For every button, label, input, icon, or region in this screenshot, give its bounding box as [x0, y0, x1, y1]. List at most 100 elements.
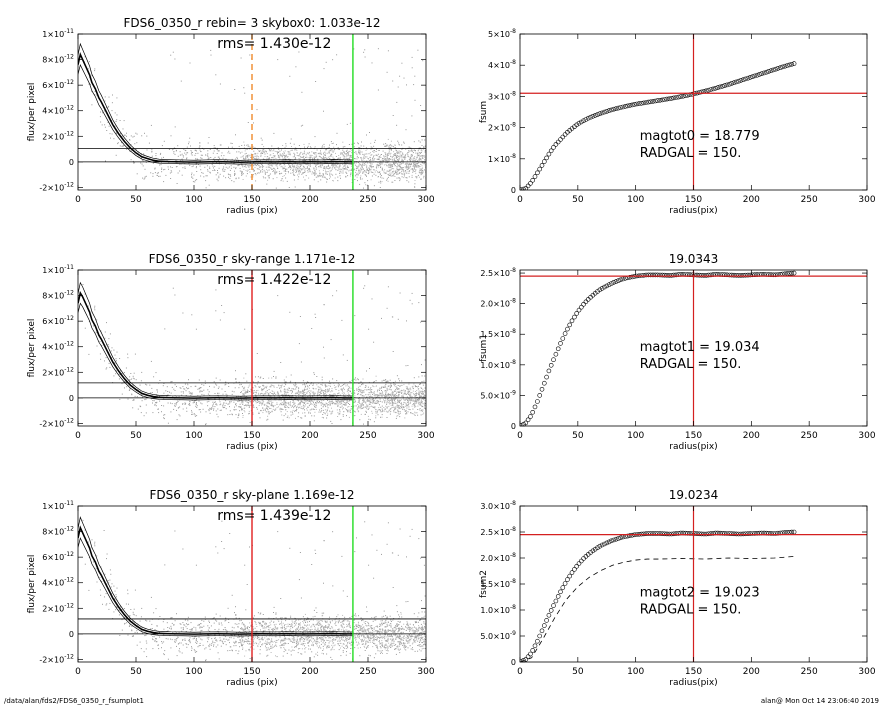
scatter-point	[354, 405, 356, 407]
scatter-point	[388, 402, 390, 404]
scatter-point	[244, 150, 246, 152]
scatter-point	[284, 399, 286, 401]
scatter-point	[347, 406, 349, 408]
scatter-point	[337, 148, 339, 150]
scatter-point	[413, 160, 415, 162]
scatter-point	[335, 162, 337, 164]
scatter-point	[262, 401, 264, 403]
scatter-point	[381, 405, 383, 407]
scatter-point	[300, 164, 302, 166]
scatter-point	[403, 141, 405, 143]
scatter-point	[191, 399, 193, 401]
scatter-point	[156, 172, 158, 174]
scatter-point	[413, 404, 415, 406]
scatter-point	[291, 164, 293, 166]
scatter-point	[314, 403, 316, 405]
scatter-point	[320, 179, 322, 181]
scatter-point	[417, 400, 419, 402]
scatter-point	[332, 157, 334, 159]
scatter-point	[391, 159, 393, 161]
scatter-point	[322, 174, 324, 175]
scatter-point	[395, 155, 397, 157]
scatter-point	[356, 158, 358, 160]
scatter-point	[274, 173, 276, 175]
scatter-point	[342, 172, 344, 174]
scatter-point	[290, 411, 292, 413]
scatter-point	[242, 413, 243, 414]
scatter-point	[349, 390, 351, 392]
growth-curve-point	[657, 98, 663, 103]
growth-curve-point	[634, 101, 640, 107]
scatter-point	[333, 166, 335, 168]
scatter-point	[298, 158, 300, 160]
scatter-point	[201, 393, 203, 395]
scatter-point	[418, 400, 420, 402]
scatter-point	[267, 418, 269, 420]
scatter-point	[360, 175, 362, 177]
scatter-point	[408, 147, 410, 149]
scatter-point	[312, 383, 314, 385]
scatter-point	[260, 410, 261, 412]
scatter-point	[371, 154, 373, 156]
scatter-point	[383, 158, 385, 160]
scatter-point	[323, 176, 325, 178]
scatter-point	[361, 166, 363, 168]
scatter-point	[248, 385, 250, 387]
scatter-point	[308, 168, 310, 170]
scatter-point	[263, 389, 265, 391]
scatter-point	[323, 166, 325, 168]
scatter-point	[146, 384, 148, 386]
scatter-point	[407, 170, 409, 172]
scatter-point	[281, 149, 282, 151]
scatter-point	[374, 403, 376, 404]
scatter-point	[316, 155, 318, 157]
scatter-point	[328, 152, 330, 154]
scatter-point	[173, 147, 175, 149]
scatter-point	[417, 160, 419, 161]
scatter-point	[343, 154, 345, 156]
scatter-point	[237, 158, 238, 160]
scatter-point	[396, 124, 398, 126]
scatter-point	[283, 159, 285, 161]
scatter-point	[405, 172, 407, 174]
scatter-point	[293, 407, 294, 409]
growth-curve-point	[775, 66, 781, 71]
scatter-point	[363, 390, 365, 392]
scatter-point	[133, 162, 134, 164]
scatter-point	[408, 176, 410, 178]
scatter-point	[398, 169, 400, 171]
scatter-point	[409, 388, 411, 390]
scatter-point	[360, 167, 362, 169]
scatter-point	[242, 394, 244, 396]
scatter-point	[252, 406, 254, 408]
scatter-point	[128, 389, 130, 391]
scatter-point	[420, 168, 421, 170]
scatter-point	[204, 382, 206, 384]
scatter-point	[141, 157, 143, 159]
scatter-point	[316, 401, 318, 402]
scatter-point	[413, 383, 415, 385]
scatter-point	[396, 396, 397, 398]
scatter-point	[425, 395, 426, 397]
scatter-point	[130, 144, 132, 145]
scatter-point	[417, 402, 419, 404]
scatter-point	[116, 97, 118, 99]
scatter-point	[293, 143, 295, 145]
scatter-point	[344, 404, 345, 406]
scatter-point	[308, 387, 310, 389]
scatter-point	[253, 122, 254, 124]
scatter-point	[340, 388, 342, 390]
scatter-point	[367, 162, 369, 164]
scatter-point	[94, 68, 96, 70]
scatter-point	[323, 110, 324, 112]
scatter-point	[179, 406, 181, 408]
scatter-point	[398, 157, 400, 159]
scatter-point	[341, 400, 343, 402]
scatter-point	[399, 144, 400, 146]
scatter-point	[345, 402, 347, 404]
scatter-point	[422, 399, 424, 401]
scatter-point	[345, 176, 347, 178]
scatter-point	[332, 156, 334, 158]
scatter-point	[365, 398, 367, 400]
scatter-point	[189, 401, 191, 403]
